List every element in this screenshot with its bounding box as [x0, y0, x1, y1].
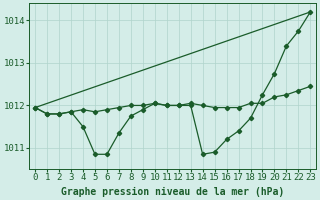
X-axis label: Graphe pression niveau de la mer (hPa): Graphe pression niveau de la mer (hPa)	[61, 186, 284, 197]
